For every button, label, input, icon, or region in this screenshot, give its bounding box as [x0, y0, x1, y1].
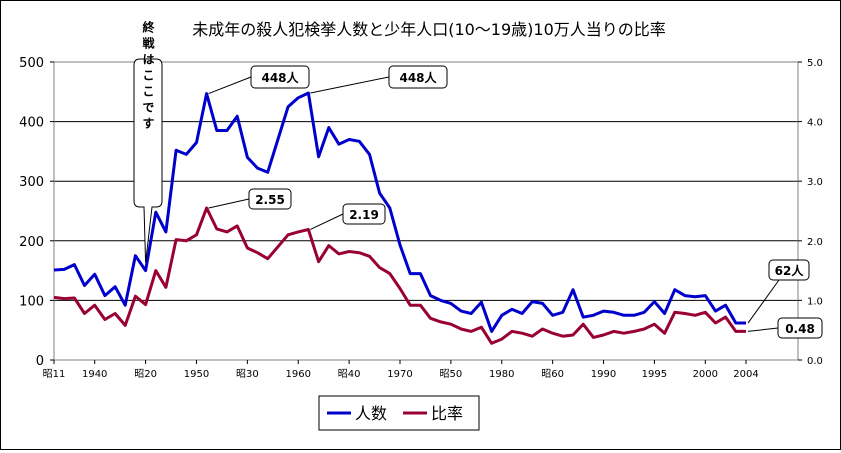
legend-label: 人数	[355, 404, 387, 423]
right-tick-label: 4.0	[807, 118, 823, 129]
plot-area	[53, 61, 799, 361]
right-tick-label: 2.0	[807, 237, 823, 248]
left-tick-label: 0	[36, 354, 44, 369]
x-tick-label: 昭40	[338, 368, 361, 380]
callout-label: 448人	[261, 70, 299, 85]
x-tick-label: 1950	[184, 369, 209, 380]
callout-box	[768, 259, 810, 281]
x-tick-label: 1995	[642, 369, 667, 380]
series-lines	[53, 91, 746, 345]
series-line-count	[53, 91, 746, 333]
x-tick-label: 昭11	[43, 368, 66, 380]
x-tick-label: 1980	[489, 369, 514, 380]
series-line-rate	[53, 206, 746, 345]
left-axis-ticks: 0 100 200 300 400 500	[19, 56, 54, 369]
legend-label: 比率	[431, 404, 463, 423]
left-tick-label: 500	[19, 56, 44, 71]
x-axis-ticks: 昭11 1940 昭20 1950 昭30 1960 昭40 1970 昭50 1980 昭60 19…	[43, 360, 759, 380]
callout-label: 448人	[399, 70, 437, 85]
callout-label: 2.19	[349, 208, 379, 222]
callout-pointer	[747, 279, 780, 324]
legend: 人数 比率	[318, 395, 480, 431]
x-tick-label: 1960	[286, 369, 311, 380]
annotations: 終戦はここです 448人 448人 2.55 2.19 62人 0.48	[133, 20, 823, 339]
right-tick-label: 1.0	[807, 296, 823, 307]
x-tick-label: 1940	[82, 369, 107, 380]
x-tick-label: 2000	[693, 369, 718, 380]
right-tick-label: 3.0	[807, 177, 823, 188]
callout-pointer	[310, 213, 344, 230]
left-tick-label: 200	[19, 235, 44, 250]
right-axis-ticks: 0.0 1.0 2.0 3.0 4.0 5.0	[798, 58, 823, 367]
x-tick-label: 1990	[591, 369, 616, 380]
callout-bubble	[133, 58, 163, 263]
gridlines	[54, 121, 798, 301]
x-tick-label: 昭20	[134, 368, 157, 380]
left-tick-label: 100	[19, 294, 44, 309]
callout-label: 終戦はここです	[141, 20, 155, 133]
callout-pointer	[208, 198, 250, 209]
x-tick-label: 昭50	[440, 368, 463, 380]
right-tick-label: 0.0	[807, 356, 823, 367]
callout-pointer	[208, 76, 252, 95]
callout-pointer	[747, 327, 779, 332]
callout-label: 2.55	[255, 193, 285, 207]
left-tick-label: 300	[19, 175, 44, 190]
x-tick-label: 1970	[387, 369, 412, 380]
x-tick-label: 昭30	[236, 368, 259, 380]
left-tick-label: 400	[19, 116, 44, 131]
x-tick-label: 2004	[733, 369, 758, 380]
chart-title: 未成年の殺人犯検挙人数と少年人口(10～19歳)10万人当りの比率	[192, 20, 666, 39]
right-tick-label: 5.0	[807, 58, 823, 69]
callout-label: 62人	[775, 263, 805, 278]
callout-label: 0.48	[785, 322, 815, 336]
callout-pointer	[310, 76, 390, 94]
x-tick-label: 昭60	[541, 368, 564, 380]
